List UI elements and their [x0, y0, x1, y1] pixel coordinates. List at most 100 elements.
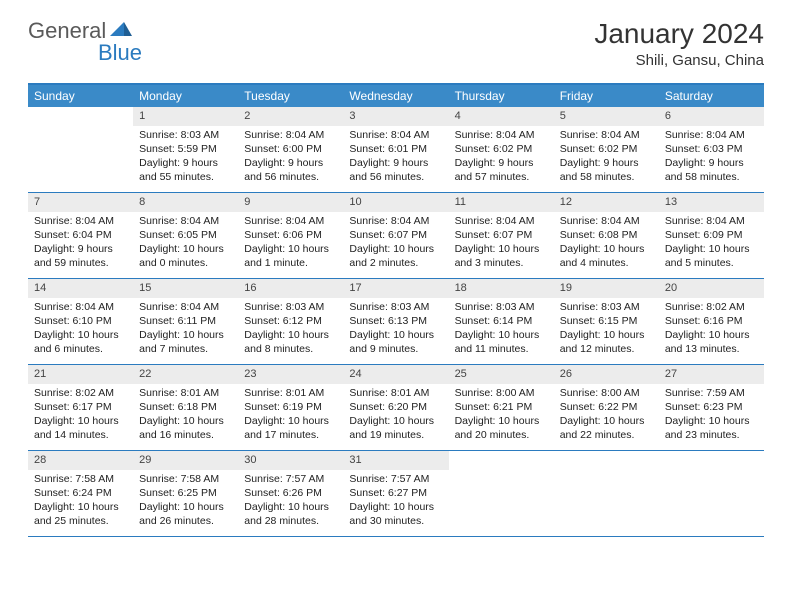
day-body: Sunrise: 8:00 AMSunset: 6:21 PMDaylight:… [449, 386, 554, 447]
sunrise-text: Sunrise: 8:04 AM [244, 214, 337, 228]
sunset-text: Sunset: 6:19 PM [244, 400, 337, 414]
day-cell: 12 Sunrise: 8:04 AMSunset: 6:08 PMDayligh… [554, 193, 659, 278]
daylight-text: Daylight: 9 hours and 58 minutes. [665, 156, 758, 184]
sunset-text: Sunset: 6:20 PM [349, 400, 442, 414]
daylight-text: Daylight: 10 hours and 26 minutes. [139, 500, 232, 528]
sunrise-text: Sunrise: 8:02 AM [34, 386, 127, 400]
day-cell: . [554, 451, 659, 536]
logo-text-general: General [28, 18, 106, 44]
sunset-text: Sunset: 6:27 PM [349, 486, 442, 500]
day-body: Sunrise: 8:01 AMSunset: 6:19 PMDaylight:… [238, 386, 343, 447]
location-label: Shili, Gansu, China [594, 52, 764, 69]
day-body: Sunrise: 8:03 AMSunset: 6:15 PMDaylight:… [554, 300, 659, 361]
sunrise-text: Sunrise: 8:04 AM [349, 128, 442, 142]
dow-friday: Friday [554, 85, 659, 107]
sunrise-text: Sunrise: 8:04 AM [455, 214, 548, 228]
daylight-text: Daylight: 9 hours and 57 minutes. [455, 156, 548, 184]
daylight-text: Daylight: 10 hours and 19 minutes. [349, 414, 442, 442]
day-body [28, 128, 133, 132]
day-number: 3 [343, 107, 448, 126]
day-body: Sunrise: 8:04 AMSunset: 6:04 PMDaylight:… [28, 214, 133, 275]
sunset-text: Sunset: 6:10 PM [34, 314, 127, 328]
sunset-text: Sunset: 6:21 PM [455, 400, 548, 414]
week-row: 7Sunrise: 8:04 AMSunset: 6:04 PMDaylight… [28, 193, 764, 279]
day-body: Sunrise: 8:04 AMSunset: 6:02 PMDaylight:… [554, 128, 659, 189]
daylight-text: Daylight: 9 hours and 56 minutes. [349, 156, 442, 184]
sunset-text: Sunset: 6:23 PM [665, 400, 758, 414]
day-number: 23 [238, 365, 343, 384]
sunset-text: Sunset: 6:00 PM [244, 142, 337, 156]
sunset-text: Sunset: 6:14 PM [455, 314, 548, 328]
day-body: Sunrise: 7:58 AMSunset: 6:25 PMDaylight:… [133, 472, 238, 533]
dow-thursday: Thursday [449, 85, 554, 107]
week-row: .1 Sunrise: 8:03 AMSunset: 5:59 PMDayligh… [28, 107, 764, 193]
day-cell: 9Sunrise: 8:04 AMSunset: 6:06 PMDaylight… [238, 193, 343, 278]
day-number: 21 [28, 365, 133, 384]
sunrise-text: Sunrise: 8:00 AM [455, 386, 548, 400]
sunrise-text: Sunrise: 7:57 AM [244, 472, 337, 486]
sunrise-text: Sunrise: 8:04 AM [349, 214, 442, 228]
day-body: Sunrise: 8:01 AMSunset: 6:18 PMDaylight:… [133, 386, 238, 447]
day-number: 7 [28, 193, 133, 212]
day-number: 12 [554, 193, 659, 212]
day-cell: . [449, 451, 554, 536]
dow-wednesday: Wednesday [343, 85, 448, 107]
day-cell: 17Sunrise: 8:03 AMSunset: 6:13 PMDayligh… [343, 279, 448, 364]
day-body: Sunrise: 8:00 AMSunset: 6:22 PMDaylight:… [554, 386, 659, 447]
daylight-text: Daylight: 10 hours and 5 minutes. [665, 242, 758, 270]
day-body: Sunrise: 8:04 AMSunset: 6:07 PMDaylight:… [449, 214, 554, 275]
dow-saturday: Saturday [659, 85, 764, 107]
day-cell: 1 Sunrise: 8:03 AMSunset: 5:59 PMDaylight… [133, 107, 238, 192]
sunset-text: Sunset: 6:02 PM [560, 142, 653, 156]
daylight-text: Daylight: 10 hours and 11 minutes. [455, 328, 548, 356]
daylight-text: Daylight: 10 hours and 1 minute. [244, 242, 337, 270]
day-number: 1 [133, 107, 238, 126]
day-cell: . [28, 107, 133, 192]
dow-tuesday: Tuesday [238, 85, 343, 107]
day-body [659, 472, 764, 476]
sunset-text: Sunset: 6:05 PM [139, 228, 232, 242]
day-number: 11 [449, 193, 554, 212]
weeks-container: .1Sunrise: 8:03 AMSunset: 5:59 PMDayligh… [28, 107, 764, 537]
daylight-text: Daylight: 10 hours and 25 minutes. [34, 500, 127, 528]
daylight-text: Daylight: 10 hours and 28 minutes. [244, 500, 337, 528]
day-cell: 3Sunrise: 8:04 AMSunset: 6:01 PMDaylight… [343, 107, 448, 192]
sunset-text: Sunset: 6:13 PM [349, 314, 442, 328]
sunset-text: Sunset: 6:17 PM [34, 400, 127, 414]
sunset-text: Sunset: 6:25 PM [139, 486, 232, 500]
sunrise-text: Sunrise: 7:59 AM [665, 386, 758, 400]
day-number: 30 [238, 451, 343, 470]
daylight-text: Daylight: 9 hours and 59 minutes. [34, 242, 127, 270]
sunrise-text: Sunrise: 8:03 AM [139, 128, 232, 142]
sunrise-text: Sunrise: 8:04 AM [665, 128, 758, 142]
sunset-text: Sunset: 6:08 PM [560, 228, 653, 242]
day-body: Sunrise: 8:04 AMSunset: 6:09 PMDaylight:… [659, 214, 764, 275]
day-cell: 22Sunrise: 8:01 AMSunset: 6:18 PMDayligh… [133, 365, 238, 450]
day-cell: 21 Sunrise: 8:02 AMSunset: 6:17 PMDayligh… [28, 365, 133, 450]
day-number: 2 [238, 107, 343, 126]
day-body: Sunrise: 8:04 AMSunset: 6:08 PMDaylight:… [554, 214, 659, 275]
sunrise-text: Sunrise: 8:03 AM [244, 300, 337, 314]
sunrise-text: Sunrise: 7:58 AM [139, 472, 232, 486]
day-number: 20 [659, 279, 764, 298]
day-body [449, 472, 554, 476]
sunset-text: Sunset: 6:04 PM [34, 228, 127, 242]
day-cell: 23 Sunrise: 8:01 AMSunset: 6:19 PMDayligh… [238, 365, 343, 450]
sunset-text: Sunset: 6:09 PM [665, 228, 758, 242]
daylight-text: Daylight: 10 hours and 17 minutes. [244, 414, 337, 442]
sunset-text: Sunset: 6:06 PM [244, 228, 337, 242]
day-of-week-row: Sunday Monday Tuesday Wednesday Thursday… [28, 85, 764, 107]
day-body: Sunrise: 7:57 AMSunset: 6:27 PMDaylight:… [343, 472, 448, 533]
day-number: 16 [238, 279, 343, 298]
day-body: Sunrise: 8:04 AMSunset: 6:07 PMDaylight:… [343, 214, 448, 275]
sunrise-text: Sunrise: 8:04 AM [560, 214, 653, 228]
sunset-text: Sunset: 6:12 PM [244, 314, 337, 328]
daylight-text: Daylight: 10 hours and 16 minutes. [139, 414, 232, 442]
sunrise-text: Sunrise: 7:58 AM [34, 472, 127, 486]
daylight-text: Daylight: 9 hours and 58 minutes. [560, 156, 653, 184]
day-body: Sunrise: 8:04 AMSunset: 6:03 PMDaylight:… [659, 128, 764, 189]
week-row: 21Sunrise: 8:02 AMSunset: 6:17 PMDayligh… [28, 365, 764, 451]
day-body: Sunrise: 8:02 AMSunset: 6:17 PMDaylight:… [28, 386, 133, 447]
day-body: Sunrise: 8:03 AMSunset: 5:59 PMDaylight:… [133, 128, 238, 189]
day-cell: 8Sunrise: 8:04 AMSunset: 6:05 PMDaylight… [133, 193, 238, 278]
